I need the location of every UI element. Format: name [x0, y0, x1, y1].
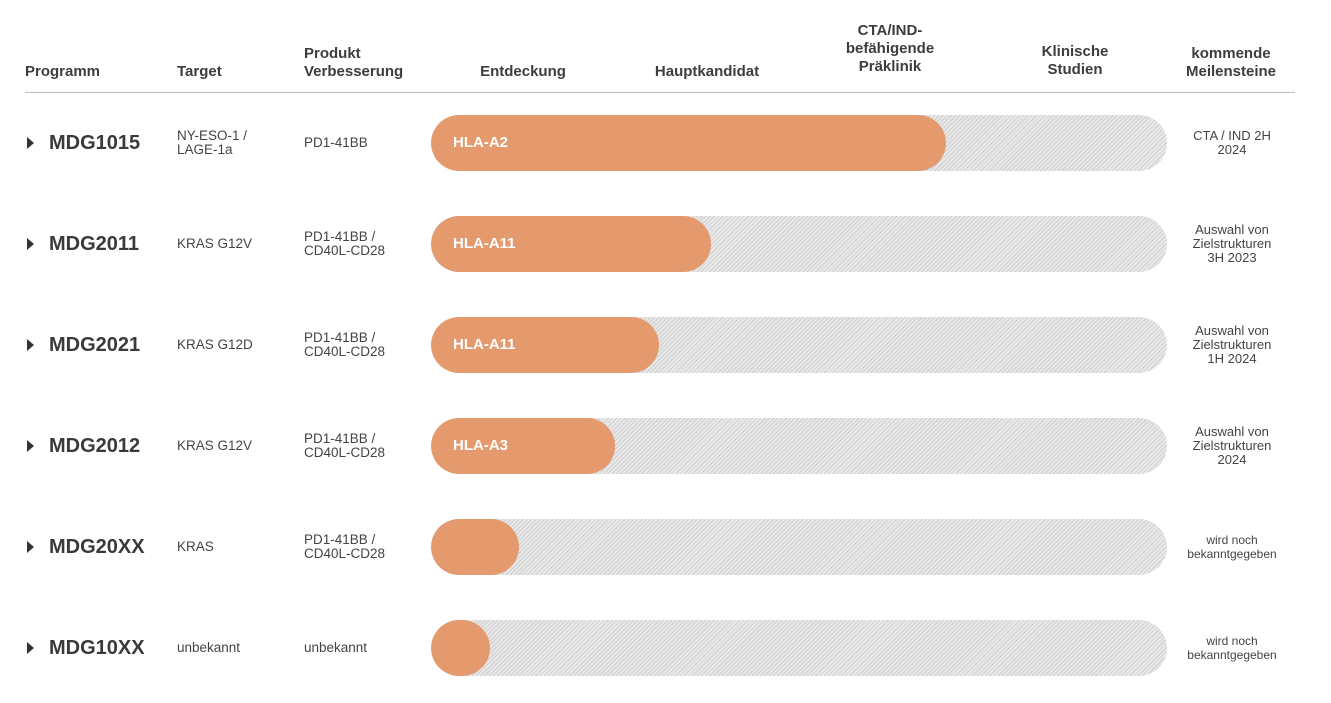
progress-track: HLA-A3 [431, 418, 1167, 474]
milestone-cell: Auswahl von Zielstrukturen 2024 [1192, 424, 1272, 467]
product-cell: PD1-41BB / CD40L-CD28 [304, 532, 386, 561]
progress-fill [431, 620, 490, 676]
expand-triangle-icon[interactable] [27, 642, 34, 654]
target-cell: KRAS [177, 539, 214, 554]
program-name[interactable]: MDG2011 [49, 233, 140, 255]
progress-fill [431, 317, 660, 373]
header-praeklinik: CTA/IND- befähigende Präklinik [845, 22, 935, 75]
header-klinische: Klinische Studien [1041, 43, 1109, 78]
progress-fill [431, 418, 615, 474]
product-cell: unbekannt [304, 640, 368, 655]
progress-track: HLA-A2 [431, 115, 1167, 171]
product-cell: PD1-41BB / CD40L-CD28 [304, 431, 386, 460]
milestone-cell: Auswahl von Zielstrukturen 3H 2023 [1192, 222, 1272, 265]
program-row: MDG1015 NY-ESO-1 / LAGE-1a PD1-41BB HLA-… [0, 115, 1331, 171]
progress-track: HLA-A11 [431, 317, 1167, 373]
hla-label: HLA-A11 [453, 235, 516, 252]
milestone-cell: wird noch bekanntgegeben [1187, 634, 1277, 662]
program-name[interactable]: MDG10XX [49, 637, 145, 659]
expand-triangle-icon[interactable] [27, 238, 34, 250]
expand-triangle-icon[interactable] [27, 440, 34, 452]
target-cell: unbekannt [177, 640, 241, 655]
milestone-cell: Auswahl von Zielstrukturen 1H 2024 [1192, 323, 1272, 366]
program-row: MDG20XX KRAS PD1-41BB / CD40L-CD28 wird … [0, 519, 1331, 575]
progress-fill [431, 115, 947, 171]
progress-track [431, 519, 1167, 575]
program-name[interactable]: MDG2012 [49, 435, 141, 457]
hla-label: HLA-A3 [453, 437, 508, 454]
header-entdeckung: Entdeckung [480, 63, 566, 80]
milestone-cell: CTA / IND 2H 2024 [1193, 128, 1271, 157]
program-name[interactable]: MDG1015 [49, 132, 141, 154]
progress-track [431, 620, 1167, 676]
target-cell: KRAS G12V [177, 438, 253, 453]
target-cell: KRAS G12D [177, 337, 253, 352]
program-row: MDG2011 KRAS G12V PD1-41BB / CD40L-CD28 … [0, 216, 1331, 272]
header-programm: Programm [25, 63, 101, 80]
header-hauptkandidat: Hauptkandidat [654, 63, 760, 80]
progress-fill [431, 216, 711, 272]
target-cell: NY-ESO-1 / LAGE-1a [177, 128, 248, 157]
hla-label: HLA-A11 [453, 336, 516, 353]
product-cell: PD1-41BB / CD40L-CD28 [304, 330, 386, 359]
header-divider [25, 92, 1295, 93]
program-row: MDG10XX unbekannt unbekannt wird noch be… [0, 620, 1331, 676]
program-name[interactable]: MDG20XX [49, 536, 145, 558]
expand-triangle-icon[interactable] [27, 541, 34, 553]
header-target: Target [177, 63, 222, 80]
progress-fill [431, 519, 520, 575]
product-cell: PD1-41BB / CD40L-CD28 [304, 229, 386, 258]
program-name[interactable]: MDG2021 [49, 334, 141, 356]
header-produkt: Produkt Verbesserung [304, 45, 404, 80]
target-cell: KRAS G12V [177, 236, 253, 251]
product-cell: PD1-41BB [304, 135, 368, 150]
milestone-cell: wird noch bekanntgegeben [1187, 533, 1277, 561]
program-row: MDG2021 KRAS G12D PD1-41BB / CD40L-CD28 … [0, 317, 1331, 373]
hla-label: HLA-A2 [453, 134, 508, 151]
program-row: MDG2012 KRAS G12V PD1-41BB / CD40L-CD28 … [0, 418, 1331, 474]
expand-triangle-icon[interactable] [27, 137, 34, 149]
progress-track: HLA-A11 [431, 216, 1167, 272]
header-meilensteine: kommende Meilensteine [1185, 45, 1277, 80]
expand-triangle-icon[interactable] [27, 339, 34, 351]
